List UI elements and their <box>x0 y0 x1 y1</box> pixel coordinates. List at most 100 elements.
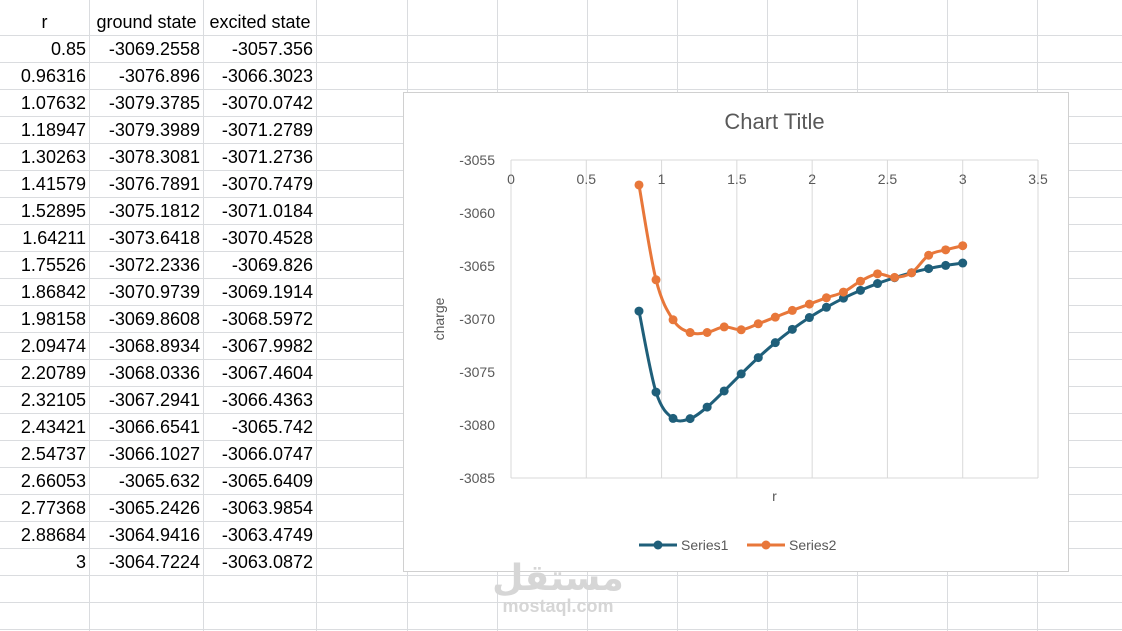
header-excited-state[interactable]: excited state <box>209 12 311 32</box>
table-cell[interactable]: -3066.6541 <box>108 417 200 437</box>
grid-line-horizontal <box>0 629 1122 630</box>
grid-line-horizontal <box>0 89 1122 90</box>
table-cell[interactable]: -3066.0747 <box>221 444 313 464</box>
data-point-series1 <box>753 353 763 363</box>
table-cell[interactable]: 2.43421 <box>20 417 86 437</box>
table-cell[interactable]: -3071.2789 <box>221 120 313 140</box>
table-cell[interactable]: 2.66053 <box>20 471 86 491</box>
data-point-series2 <box>958 241 968 251</box>
data-point-series1 <box>770 338 780 348</box>
data-point-series2 <box>736 325 746 335</box>
table-cell[interactable]: -3078.3081 <box>108 147 200 167</box>
data-point-series2 <box>753 319 763 329</box>
legend-label: Series2 <box>789 537 837 553</box>
series-line-series1 <box>637 261 963 423</box>
table-cell[interactable]: -3066.4363 <box>221 390 313 410</box>
table-cell[interactable]: 0.96316 <box>20 66 86 86</box>
table-cell[interactable]: 1.64211 <box>22 228 86 248</box>
table-cell[interactable]: -3068.8934 <box>108 336 200 356</box>
table-cell[interactable]: 1.75526 <box>20 255 86 275</box>
table-cell[interactable]: -3064.7224 <box>108 552 200 572</box>
table-cell[interactable]: 1.52895 <box>20 201 86 221</box>
table-cell[interactable]: -3063.0872 <box>221 552 313 572</box>
table-cell[interactable]: -3067.9982 <box>221 336 313 356</box>
table-cell[interactable]: 2.88684 <box>20 525 86 545</box>
table-cell[interactable]: 2.77368 <box>20 498 86 518</box>
table-cell[interactable]: -3067.4604 <box>221 363 313 383</box>
table-cell[interactable]: -3064.9416 <box>108 525 200 545</box>
data-point-series1 <box>941 260 951 270</box>
table-cell[interactable]: -3070.4528 <box>221 228 313 248</box>
table-cell[interactable]: -3076.7891 <box>108 174 200 194</box>
data-point-series1 <box>668 413 678 423</box>
data-point-series2 <box>924 250 934 260</box>
header-ground-state[interactable]: ground state <box>96 12 197 32</box>
table-cell[interactable]: 1.07632 <box>20 93 86 113</box>
data-point-series2 <box>907 268 917 278</box>
x-tick-label: 0 <box>507 171 515 187</box>
table-cell[interactable]: -3065.2426 <box>108 498 200 518</box>
data-point-series1 <box>736 369 746 379</box>
table-cell[interactable]: 2.32105 <box>20 390 86 410</box>
y-tick-label: -3075 <box>459 364 495 380</box>
table-cell[interactable]: -3069.826 <box>231 255 313 275</box>
data-point-series2 <box>821 293 831 303</box>
table-cell[interactable]: 1.98158 <box>20 309 86 329</box>
table-cell[interactable]: -3070.9739 <box>108 282 200 302</box>
table-cell[interactable]: 2.20789 <box>20 363 86 383</box>
y-tick-label: -3055 <box>459 152 495 168</box>
data-point-series1 <box>873 279 883 289</box>
table-cell[interactable]: -3072.2336 <box>108 255 200 275</box>
data-point-series1 <box>702 402 712 412</box>
data-point-series1 <box>651 387 661 397</box>
x-tick-label: 3 <box>959 171 967 187</box>
table-cell[interactable]: -3069.8608 <box>108 309 200 329</box>
data-point-series2 <box>719 322 729 332</box>
table-cell[interactable]: 0.85 <box>50 39 86 59</box>
table-cell[interactable]: -3071.0184 <box>221 201 313 221</box>
table-cell[interactable]: -3079.3989 <box>108 120 200 140</box>
table-cell[interactable]: 2.09474 <box>20 336 86 356</box>
x-tick-label: 3.5 <box>1028 171 1048 187</box>
table-cell[interactable]: 1.30263 <box>20 147 86 167</box>
table-cell[interactable]: -3075.1812 <box>108 201 200 221</box>
table-cell[interactable]: -3071.2736 <box>221 147 313 167</box>
table-cell[interactable]: -3069.1914 <box>221 282 313 302</box>
table-cell[interactable]: -3063.4749 <box>221 525 313 545</box>
grid-line-vertical <box>89 0 90 631</box>
table-cell[interactable]: -3057.356 <box>231 39 313 59</box>
table-cell[interactable]: 1.86842 <box>20 282 86 302</box>
table-cell[interactable]: -3067.2941 <box>108 390 200 410</box>
table-cell[interactable]: -3070.0742 <box>221 93 313 113</box>
table-cell[interactable]: -3066.1027 <box>108 444 200 464</box>
data-point-series1 <box>685 414 695 424</box>
table-cell[interactable]: -3070.7479 <box>221 174 313 194</box>
data-point-series2 <box>890 272 900 282</box>
table-cell[interactable]: 3 <box>75 552 86 572</box>
grid-line-horizontal <box>0 62 1122 63</box>
grid-line-horizontal <box>0 602 1122 603</box>
table-cell[interactable]: -3068.5972 <box>221 309 313 329</box>
data-point-series2 <box>651 275 661 285</box>
table-cell[interactable]: -3069.2558 <box>108 39 200 59</box>
table-cell[interactable]: -3065.742 <box>231 417 313 437</box>
table-cell[interactable]: -3065.632 <box>118 471 200 491</box>
grid-line-horizontal <box>0 35 1122 36</box>
watermark-logo: مستقل mostaql.com <box>486 550 636 620</box>
table-cell[interactable]: -3066.3023 <box>221 66 313 86</box>
table-cell[interactable]: -3076.896 <box>118 66 200 86</box>
data-point-series2 <box>941 245 951 255</box>
table-cell[interactable]: 2.54737 <box>20 444 86 464</box>
x-tick-label: 2 <box>808 171 816 187</box>
table-cell[interactable]: -3079.3785 <box>108 93 200 113</box>
table-cell[interactable]: -3065.6409 <box>221 471 313 491</box>
table-cell[interactable]: -3068.0336 <box>108 363 200 383</box>
watermark-arabic: مستقل <box>492 558 624 599</box>
table-cell[interactable]: 1.41579 <box>20 174 86 194</box>
chart-area[interactable]: Chart Title 0 0.5 1 1.5 2 2.5 3 3.5 -3055 -3060 -30… <box>403 92 1069 572</box>
table-cell[interactable]: 1.18947 <box>20 120 86 140</box>
table-cell[interactable]: -3073.6418 <box>108 228 200 248</box>
data-point-series2 <box>873 269 883 279</box>
header-r[interactable]: r <box>41 12 48 32</box>
table-cell[interactable]: -3063.9854 <box>221 498 313 518</box>
